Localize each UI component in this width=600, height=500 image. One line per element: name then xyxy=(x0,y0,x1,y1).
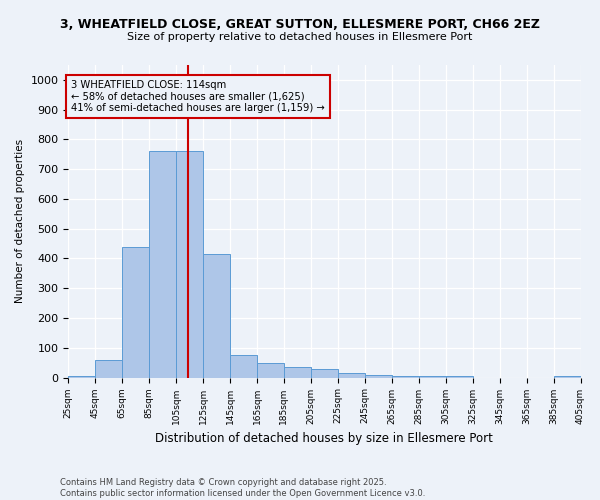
Bar xyxy=(365,374,392,378)
Text: 3, WHEATFIELD CLOSE, GREAT SUTTON, ELLESMERE PORT, CH66 2EZ: 3, WHEATFIELD CLOSE, GREAT SUTTON, ELLES… xyxy=(60,18,540,30)
Bar xyxy=(338,373,365,378)
Bar xyxy=(392,376,419,378)
Bar xyxy=(284,367,311,378)
Bar xyxy=(230,355,257,378)
Bar xyxy=(203,254,230,378)
Text: Contains HM Land Registry data © Crown copyright and database right 2025.
Contai: Contains HM Land Registry data © Crown c… xyxy=(60,478,425,498)
Bar xyxy=(419,376,446,378)
Y-axis label: Number of detached properties: Number of detached properties xyxy=(15,139,25,304)
Text: 3 WHEATFIELD CLOSE: 114sqm
← 58% of detached houses are smaller (1,625)
41% of s: 3 WHEATFIELD CLOSE: 114sqm ← 58% of deta… xyxy=(71,80,325,113)
Text: Size of property relative to detached houses in Ellesmere Port: Size of property relative to detached ho… xyxy=(127,32,473,42)
Bar xyxy=(257,362,284,378)
Bar xyxy=(554,376,581,378)
Bar xyxy=(122,246,149,378)
Bar xyxy=(446,376,473,378)
Bar xyxy=(149,152,176,378)
Bar xyxy=(95,360,122,378)
Bar xyxy=(68,376,95,378)
Bar xyxy=(311,368,338,378)
Bar xyxy=(176,152,203,378)
X-axis label: Distribution of detached houses by size in Ellesmere Port: Distribution of detached houses by size … xyxy=(155,432,493,445)
